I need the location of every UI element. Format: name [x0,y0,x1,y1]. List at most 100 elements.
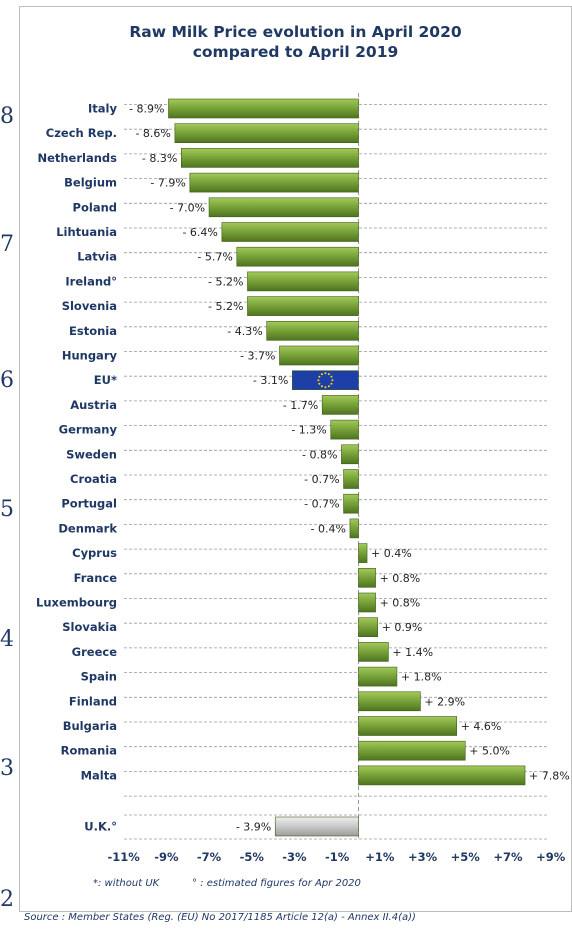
category-label-estonia: Estonia [69,324,117,338]
category-label-ireland: Ireland° [65,274,117,288]
source-note: Source : Member States (Reg. (EU) No 201… [24,912,416,923]
x-tick-label: +1% [365,850,395,864]
footnote-without-uk: *: without UK [93,878,160,889]
bar-finland [358,691,421,712]
category-label-bulgaria: Bulgaria [63,719,117,733]
bar-poland [208,197,359,218]
category-label-denmark: Denmark [58,521,117,535]
bar-hungary [279,345,359,366]
category-label-austria: Austria [70,398,117,412]
category-label-greece: Greece [72,645,118,659]
value-label-croatia: - 0.7% [304,473,339,486]
x-tick-label: +5% [451,850,481,864]
eu-flag-star-icon [320,385,323,388]
bar-france [358,567,376,588]
value-label-estonia: - 4.3% [227,325,262,338]
category-label-netherlands: Netherlands [37,151,117,165]
bar-germany [330,419,359,440]
value-label-poland: - 7.0% [170,201,205,214]
category-label-poland: Poland [73,200,117,214]
category-label-germany: Germany [59,423,118,437]
bar-cyprus [358,543,368,563]
bar-slovenia [247,296,359,316]
value-label-u-k: - 3.9% [236,821,271,834]
category-label-czech-rep: Czech Rep. [46,126,117,140]
edge-glyph: 3 [0,756,14,781]
category-label-france: France [74,571,118,585]
eu-flag-star-icon [318,375,321,378]
value-label-denmark: - 0.4% [311,522,346,535]
x-tick-label: -11% [107,850,140,864]
bar-netherlands [180,148,359,168]
bar-spain [358,666,398,687]
eu-flag-star-icon [317,379,320,382]
bar-lihtuania [221,222,359,242]
x-tick-label: -7% [197,850,222,864]
footnote-estimated: ° : estimated figures for Apr 2020 [192,878,361,889]
bar-latvia [236,246,359,267]
edge-glyph: 6 [0,368,14,393]
value-label-portugal: - 0.7% [304,498,339,511]
category-label-portugal: Portugal [61,497,117,511]
category-label-luxembourg: Luxembourg [36,596,117,610]
eu-flag-star-icon [320,373,323,376]
bar-denmark [349,518,359,539]
eu-flag-star-icon [327,373,330,376]
category-label-slovenia: Slovenia [62,299,117,313]
edge-glyph: 7 [0,232,14,257]
bar-austria [321,395,359,415]
edge-glyph: 4 [0,627,14,652]
category-label-finland: Finland [69,694,117,708]
value-label-latvia: - 5.7% [197,251,232,264]
value-label-germany: - 1.3% [291,424,326,437]
x-tick-label: +9% [536,850,566,864]
value-label-luxembourg: + 0.8% [380,597,421,610]
category-label-belgium: Belgium [64,176,117,190]
category-label-lihtuania: Lihtuania [56,225,117,239]
bar-romania [358,740,466,761]
edge-glyph: 2 [0,887,14,912]
bar-ireland [247,271,359,292]
edge-glyph: 8 [0,104,14,129]
bar-belgium [189,172,359,193]
x-tick-label: +7% [493,850,523,864]
bar-estonia [266,320,359,341]
value-label-cyprus: + 0.4% [371,547,412,560]
bar-croatia [343,469,359,489]
category-label-slovakia: Slovakia [62,620,117,634]
category-label-spain: Spain [81,670,117,684]
eu-flag-star-icon [324,372,327,375]
x-tick-label: -5% [240,850,265,864]
category-label-eu: EU* [94,373,117,387]
value-label-austria: - 1.7% [283,399,318,412]
category-label-latvia: Latvia [77,250,117,264]
value-label-malta: + 7.8% [529,769,570,782]
value-label-belgium: - 7.9% [150,177,185,190]
value-label-italy: - 8.9% [129,103,164,116]
bar-italy [168,98,359,119]
category-label-hungary: Hungary [62,349,118,363]
eu-flag-star-icon [330,375,333,378]
bar-luxembourg [358,592,376,613]
bar-portugal [343,493,359,514]
category-label-croatia: Croatia [70,472,117,486]
category-label-romania: Romania [61,744,117,758]
x-tick-label: +3% [408,850,438,864]
bar-slovakia [358,617,379,638]
value-label-france: + 0.8% [380,572,421,585]
chart-title-line-1: Raw Milk Price evolution in April 2020 [129,23,462,41]
category-label-malta: Malta [81,768,117,782]
category-label-u-k: U.K.° [84,820,117,834]
bar-bulgaria [358,716,458,736]
eu-flag-star-icon [318,382,321,385]
category-label-italy: Italy [88,102,117,116]
value-label-eu: - 3.1% [253,374,288,387]
x-tick-label: -1% [325,850,350,864]
bar-eu [292,370,359,391]
x-tick-label: -3% [282,850,307,864]
bar-czech-rep [174,123,359,143]
edge-glyph: 5 [0,497,14,522]
bar-greece [358,642,389,662]
bar-u-k [274,816,359,837]
eu-flag-star-icon [331,379,334,382]
